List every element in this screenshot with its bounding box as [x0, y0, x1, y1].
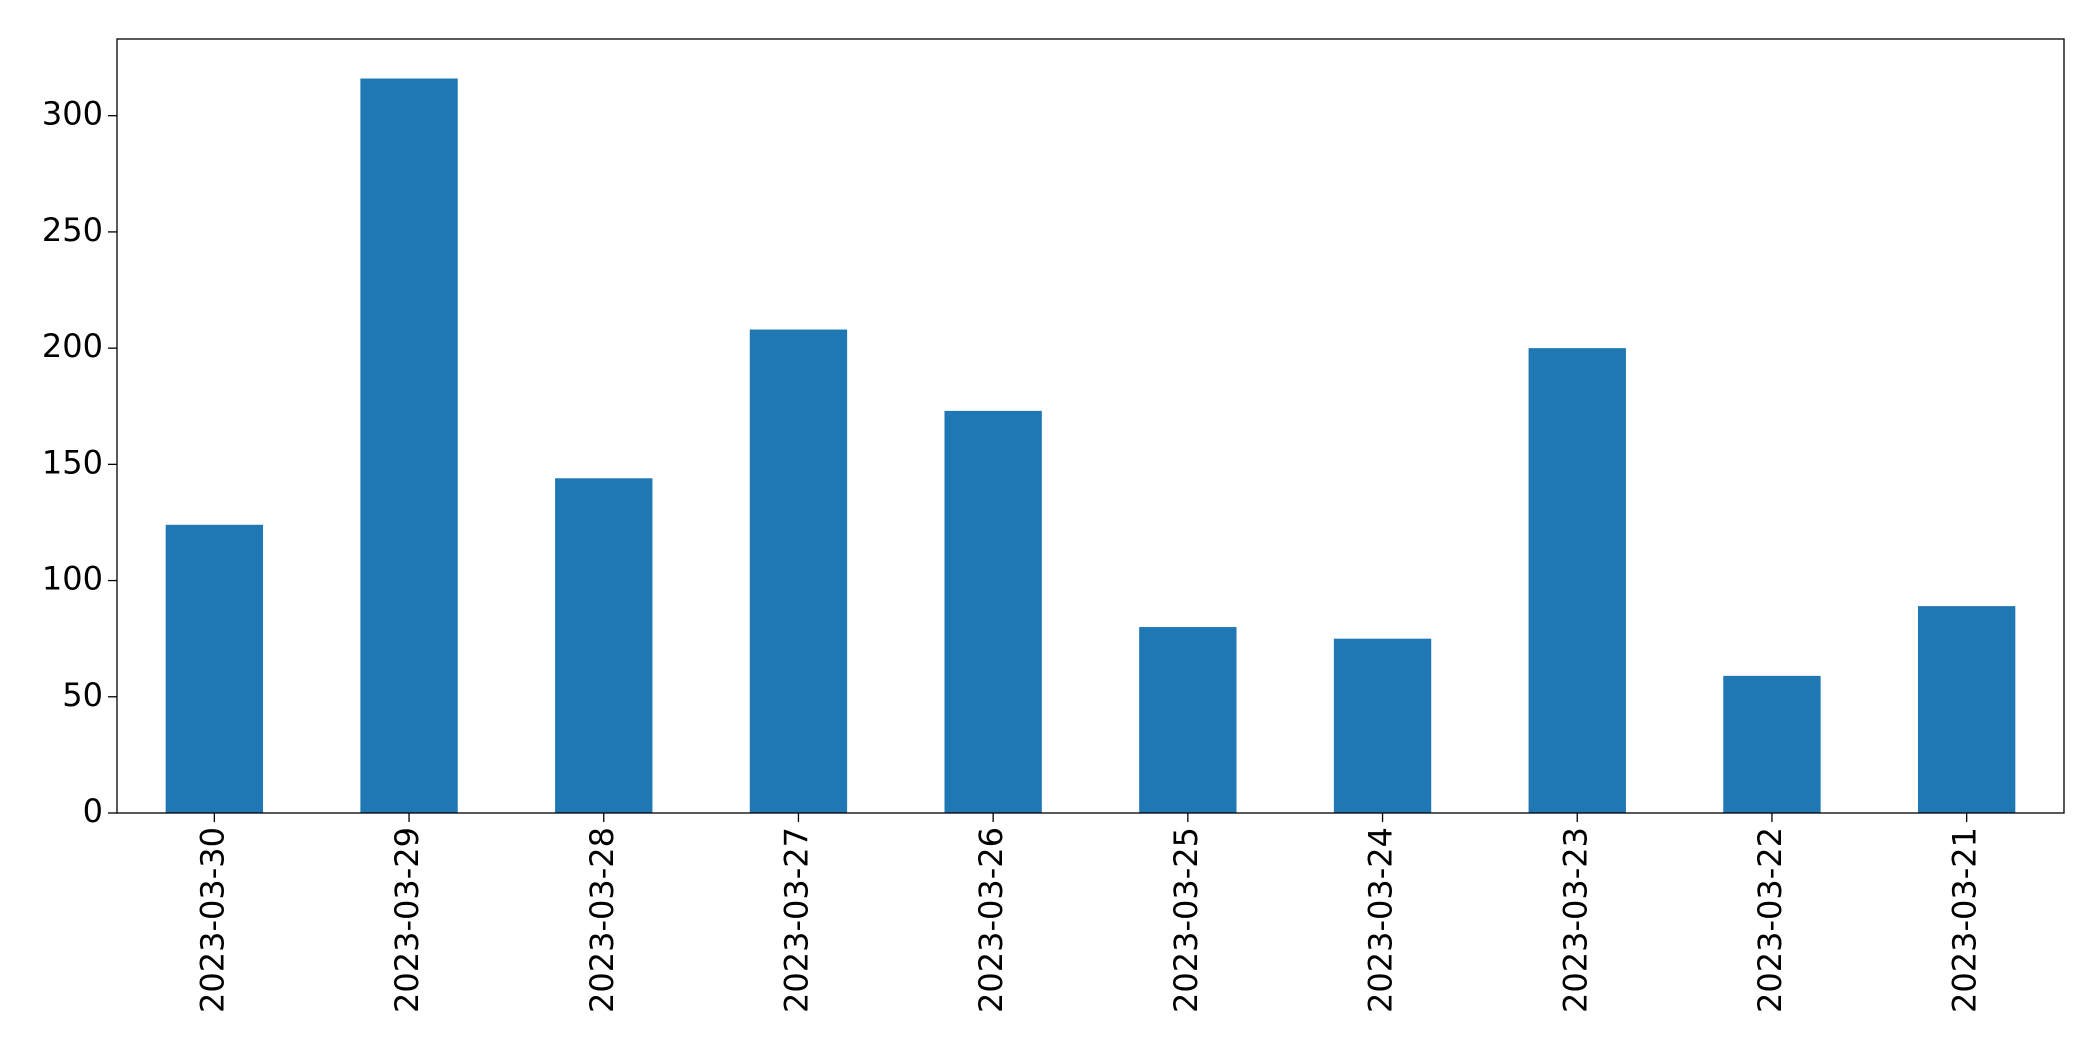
x-tick-label: 2023-03-21	[1946, 827, 1984, 1013]
y-tick-label: 200	[42, 327, 103, 365]
y-tick-label: 300	[42, 95, 103, 133]
bar	[749, 329, 848, 813]
x-tick-label: 2023-03-25	[1167, 827, 1205, 1013]
bar	[165, 524, 264, 813]
x-tick-label: 2023-03-24	[1362, 827, 1400, 1013]
bar	[555, 478, 653, 813]
plot-frame	[116, 38, 2065, 814]
y-tick-label: 250	[42, 211, 103, 249]
bar	[1723, 675, 1821, 813]
x-tick-label: 2023-03-22	[1751, 827, 1789, 1013]
y-tick-label: 0	[83, 792, 103, 830]
bar	[360, 78, 458, 814]
y-tick-label: 150	[42, 443, 103, 481]
y-tick-label: 50	[62, 676, 103, 714]
bar	[1917, 606, 2016, 813]
bar	[1333, 638, 1432, 813]
bar	[944, 410, 1042, 813]
x-tick-label: 2023-03-28	[583, 827, 621, 1013]
y-tick-label: 100	[42, 560, 103, 598]
bar	[1139, 627, 1237, 813]
bar	[1528, 348, 1626, 813]
x-tick-label: 2023-03-30	[193, 827, 231, 1013]
x-tick-label: 2023-03-26	[972, 827, 1010, 1013]
x-tick-label: 2023-03-23	[1556, 827, 1594, 1013]
x-tick-label: 2023-03-29	[388, 827, 426, 1013]
x-tick-label: 2023-03-27	[777, 827, 815, 1013]
